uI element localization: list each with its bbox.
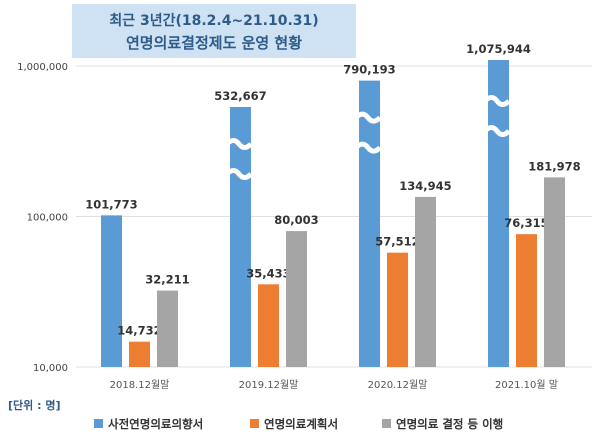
data-label: 35,433 — [246, 266, 290, 280]
bar-사전연명의료의향서-0 — [101, 215, 122, 367]
y-tick-label: 1,000,000 — [17, 62, 68, 73]
data-label: 80,003 — [274, 213, 318, 227]
data-label: 532,667 — [214, 89, 266, 103]
unit-label: [단위 : 명] — [8, 398, 60, 412]
x-category-label: 2018.12월말 — [110, 379, 170, 391]
x-category-label: 2019.12월말 — [239, 379, 299, 391]
legend-swatch — [382, 419, 391, 428]
x-category-label: 2021.10월 말 — [495, 379, 558, 391]
data-label: 57,512 — [375, 235, 419, 249]
axis-break-mark — [483, 125, 511, 137]
data-label: 790,193 — [343, 63, 395, 77]
bar-연명의료결정등이행-3 — [544, 177, 565, 367]
bar-연명의료계획서-2 — [387, 252, 408, 367]
axis-break-mark — [225, 168, 253, 180]
x-category-label: 2020.12월말 — [368, 379, 428, 391]
y-tick-label: 10,000 — [33, 363, 68, 374]
chart-title-line-2: 연명의료결정제도 운영 현황 — [126, 34, 302, 52]
axis-break-mark — [354, 111, 382, 124]
data-label: 14,732 — [117, 324, 161, 338]
bar-연명의료계획서-0 — [129, 341, 150, 367]
data-label: 181,978 — [528, 159, 580, 173]
title-box — [72, 4, 356, 58]
data-label: 32,211 — [145, 273, 189, 287]
data-label: 134,945 — [399, 179, 451, 193]
data-label: 1,075,944 — [466, 42, 531, 56]
bar-사전연명의료의향서-2 — [359, 80, 380, 367]
y-tick-label: 100,000 — [27, 213, 68, 224]
bar-연명의료결정등이행-2 — [415, 196, 436, 367]
bar-연명의료결정등이행-0 — [157, 290, 178, 367]
legend-label: 연명의료계획서 — [264, 417, 338, 431]
bar-연명의료계획서-1 — [258, 284, 279, 367]
bar-연명의료결정등이행-1 — [286, 231, 307, 367]
data-label: 101,773 — [85, 197, 137, 211]
axis-break-mark — [354, 141, 382, 154]
data-label: 76,315 — [504, 216, 548, 230]
chart-title-line-1: 최근 3년간(18.2.4~21.10.31) — [109, 12, 318, 29]
bar-연명의료계획서-3 — [516, 234, 537, 367]
legend-swatch — [94, 419, 103, 428]
axis-break-mark — [483, 95, 511, 107]
axis-break-mark — [225, 138, 253, 150]
legend-label: 연명의료 결정 등 이행 — [396, 417, 503, 431]
legend-swatch — [250, 419, 259, 428]
legend-label: 사전연명의료의향서 — [108, 417, 203, 431]
